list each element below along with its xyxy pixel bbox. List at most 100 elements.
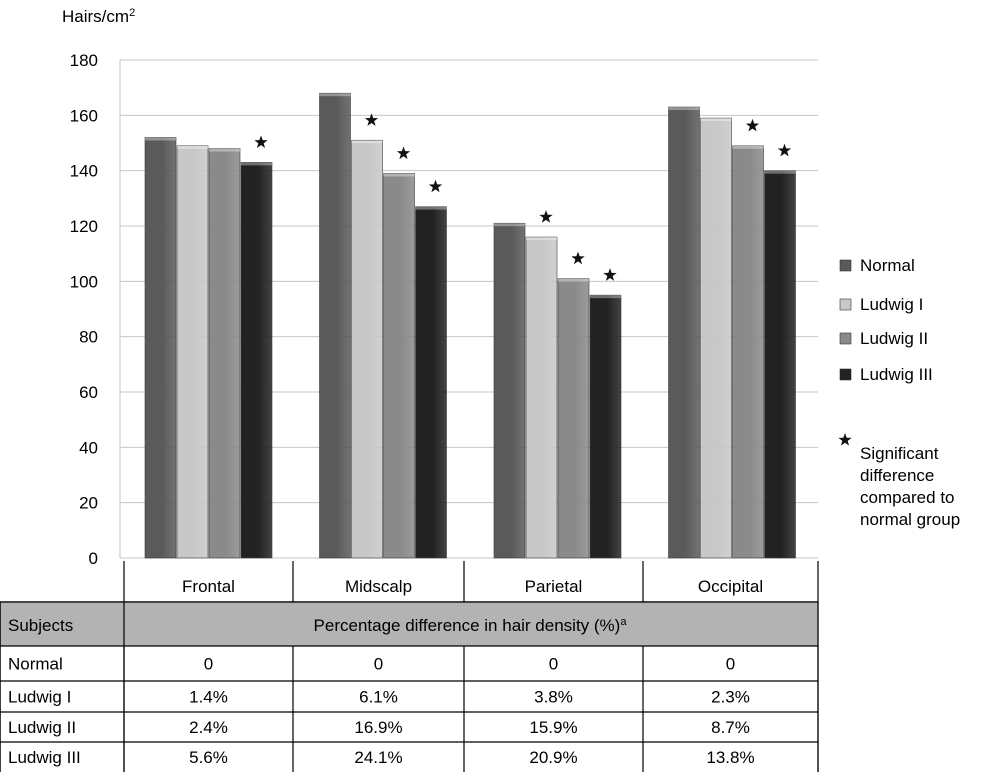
table-header-title: Percentage difference in hair density (%… [314, 616, 628, 635]
bar-highlight [415, 206, 447, 210]
table-row-subject: Ludwig III [8, 748, 81, 767]
y-tick-label: 40 [79, 438, 98, 457]
table-cell: 20.9% [529, 748, 577, 767]
table-header-sup: a [620, 616, 627, 628]
table-cell: 15.9% [529, 718, 577, 737]
significance-legend-line: Significant [860, 444, 939, 463]
table-cell: 0 [204, 655, 213, 674]
legend-label: Ludwig II [860, 329, 928, 348]
significance-legend-line: difference [860, 466, 934, 485]
bars [144, 92, 796, 559]
bar-ludwig-ii-frontal [208, 148, 241, 559]
bar-ludwig-i-midscalp [351, 139, 383, 559]
bar-highlight [668, 107, 700, 111]
y-tick-label: 160 [70, 106, 98, 125]
significance-legend-line: compared to [860, 488, 955, 507]
table-header-title-text: Percentage difference in hair density (%… [314, 616, 621, 635]
bar-highlight [732, 145, 764, 149]
bar-normal-parietal [493, 222, 526, 559]
bar-highlight [494, 223, 525, 227]
bar-highlight [558, 278, 589, 282]
table-cell: 6.1% [359, 688, 398, 707]
table-cell: 16.9% [354, 718, 402, 737]
significance-star-icon [745, 118, 760, 132]
legend-label: Normal [860, 256, 915, 275]
significance-legend-line: normal group [860, 510, 960, 529]
table-cell: 8.7% [711, 718, 750, 737]
bar-highlight [590, 295, 621, 299]
legend-star-icon [838, 433, 852, 446]
legend: Normal Ludwig I Ludwig II Ludwig III Signifi… [838, 256, 960, 529]
bar-highlight [383, 173, 415, 177]
category-label: Parietal [525, 577, 583, 596]
category-labels: Frontal Midscalp Parietal Occipital [182, 577, 763, 596]
legend-swatch [839, 259, 852, 272]
significance-star-icon [428, 179, 443, 193]
bar-highlight [764, 170, 796, 174]
bar-highlight [177, 145, 208, 149]
significance-star-icon [254, 135, 268, 149]
y-tick-label: 0 [89, 549, 98, 568]
significance-star-icon [539, 210, 553, 223]
legend-swatch [839, 332, 852, 345]
y-tick-label: 120 [70, 217, 98, 236]
table-cell: 2.3% [711, 688, 750, 707]
table-cell: 0 [374, 655, 383, 674]
table-cell: 13.8% [706, 748, 754, 767]
table-cell: 5.6% [189, 748, 228, 767]
legend-label: Ludwig III [860, 365, 933, 384]
bar-highlight [209, 148, 240, 152]
bar-highlight [241, 162, 272, 166]
category-label: Midscalp [345, 577, 412, 596]
bar-ludwig-iii-midscalp [415, 206, 447, 559]
table-header-subjects: Subjects [8, 616, 73, 635]
y-tick-label: 80 [79, 328, 98, 347]
bar-ludwig-ii-occipital [732, 145, 764, 559]
y-tick-labels: 0 20 40 60 80 100 120 140 160 180 [70, 51, 98, 568]
significance-star-icon [571, 251, 585, 265]
bar-highlight [319, 93, 351, 97]
table-header-bg [0, 602, 818, 646]
y-tick-label: 100 [70, 272, 98, 291]
bar-ludwig-ii-midscalp [383, 173, 415, 559]
table-row-subject: Ludwig I [8, 688, 71, 707]
y-tick-label: 140 [70, 162, 98, 181]
bar-normal-occipital [668, 106, 700, 559]
bar-ludwig-i-occipital [700, 117, 732, 559]
legend-swatch [839, 298, 852, 311]
bar-ludwig-iii-occipital [764, 170, 796, 559]
bar-normal-midscalp [319, 92, 351, 559]
significance-markers [254, 113, 792, 281]
table-row-subject: Ludwig II [8, 718, 76, 737]
table-cell: 1.4% [189, 688, 228, 707]
bar-ludwig-i-frontal [176, 145, 209, 559]
bar-ludwig-ii-parietal [557, 278, 590, 559]
table-cell: 3.8% [534, 688, 573, 707]
table-cell: 24.1% [354, 748, 402, 767]
table-row-subject: Normal [8, 655, 63, 674]
category-label: Frontal [182, 577, 235, 596]
y-tick-label: 180 [70, 51, 98, 70]
significance-star-icon [364, 113, 379, 126]
y-tick-label: 20 [79, 494, 98, 513]
legend-label: Ludwig I [860, 295, 923, 314]
significance-star-icon [777, 143, 792, 157]
significance-legend-label: Significant difference compared to normal g… [860, 444, 960, 529]
table-cell: 0 [726, 655, 735, 674]
bar-ludwig-iii-frontal [240, 162, 273, 559]
bar-highlight [700, 118, 732, 122]
bar-normal-frontal [144, 137, 177, 559]
significance-star-icon [603, 268, 617, 281]
table-cell: 0 [549, 655, 558, 674]
y-axis-label: Hairs/cm2 [62, 7, 135, 26]
significance-star-icon [396, 146, 411, 160]
bar-highlight [351, 140, 383, 144]
table-cell: 2.4% [189, 718, 228, 737]
data-table: Subjects Percentage difference in hair de… [0, 561, 819, 772]
bar-highlight [526, 237, 557, 241]
bar-ludwig-iii-parietal [589, 294, 622, 559]
bar-highlight [145, 137, 176, 141]
bar-ludwig-i-parietal [525, 236, 558, 559]
legend-swatch [839, 368, 852, 381]
